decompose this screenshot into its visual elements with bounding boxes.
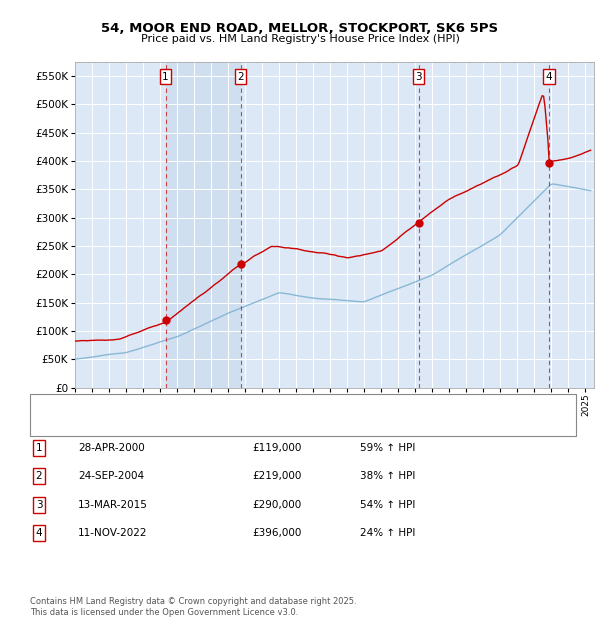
Text: 1: 1 [162,72,169,82]
Bar [166,62,241,388]
Text: £396,000: £396,000 [252,528,301,538]
Text: 38% ↑ HPI: 38% ↑ HPI [360,471,415,481]
Text: 4: 4 [35,528,43,538]
Text: 24% ↑ HPI: 24% ↑ HPI [360,528,415,538]
Text: 54% ↑ HPI: 54% ↑ HPI [360,500,415,510]
Text: Contains HM Land Registry data © Crown copyright and database right 2025.
This d: Contains HM Land Registry data © Crown c… [30,598,356,617]
Text: 54, MOOR END ROAD, MELLOR, STOCKPORT, SK6 5PS: 54, MOOR END ROAD, MELLOR, STOCKPORT, SK… [101,22,499,35]
Text: 28-APR-2000: 28-APR-2000 [78,443,145,453]
Text: 2: 2 [237,72,244,82]
Text: £290,000: £290,000 [252,500,301,510]
Text: 11-NOV-2022: 11-NOV-2022 [78,528,148,538]
Text: 2: 2 [35,471,43,481]
Text: 24-SEP-2004: 24-SEP-2004 [78,471,144,481]
Text: HPI: Average price, semi-detached house, Stockport: HPI: Average price, semi-detached house,… [73,420,328,430]
Text: 54, MOOR END ROAD, MELLOR, STOCKPORT, SK6 5PS (semi-detached house): 54, MOOR END ROAD, MELLOR, STOCKPORT, SK… [73,401,451,411]
Text: 3: 3 [415,72,422,82]
Text: Price paid vs. HM Land Registry's House Price Index (HPI): Price paid vs. HM Land Registry's House … [140,34,460,44]
Text: 3: 3 [35,500,43,510]
Text: £219,000: £219,000 [252,471,301,481]
Text: 59% ↑ HPI: 59% ↑ HPI [360,443,415,453]
Text: £119,000: £119,000 [252,443,301,453]
Text: 13-MAR-2015: 13-MAR-2015 [78,500,148,510]
Text: 1: 1 [35,443,43,453]
Text: 4: 4 [546,72,553,82]
